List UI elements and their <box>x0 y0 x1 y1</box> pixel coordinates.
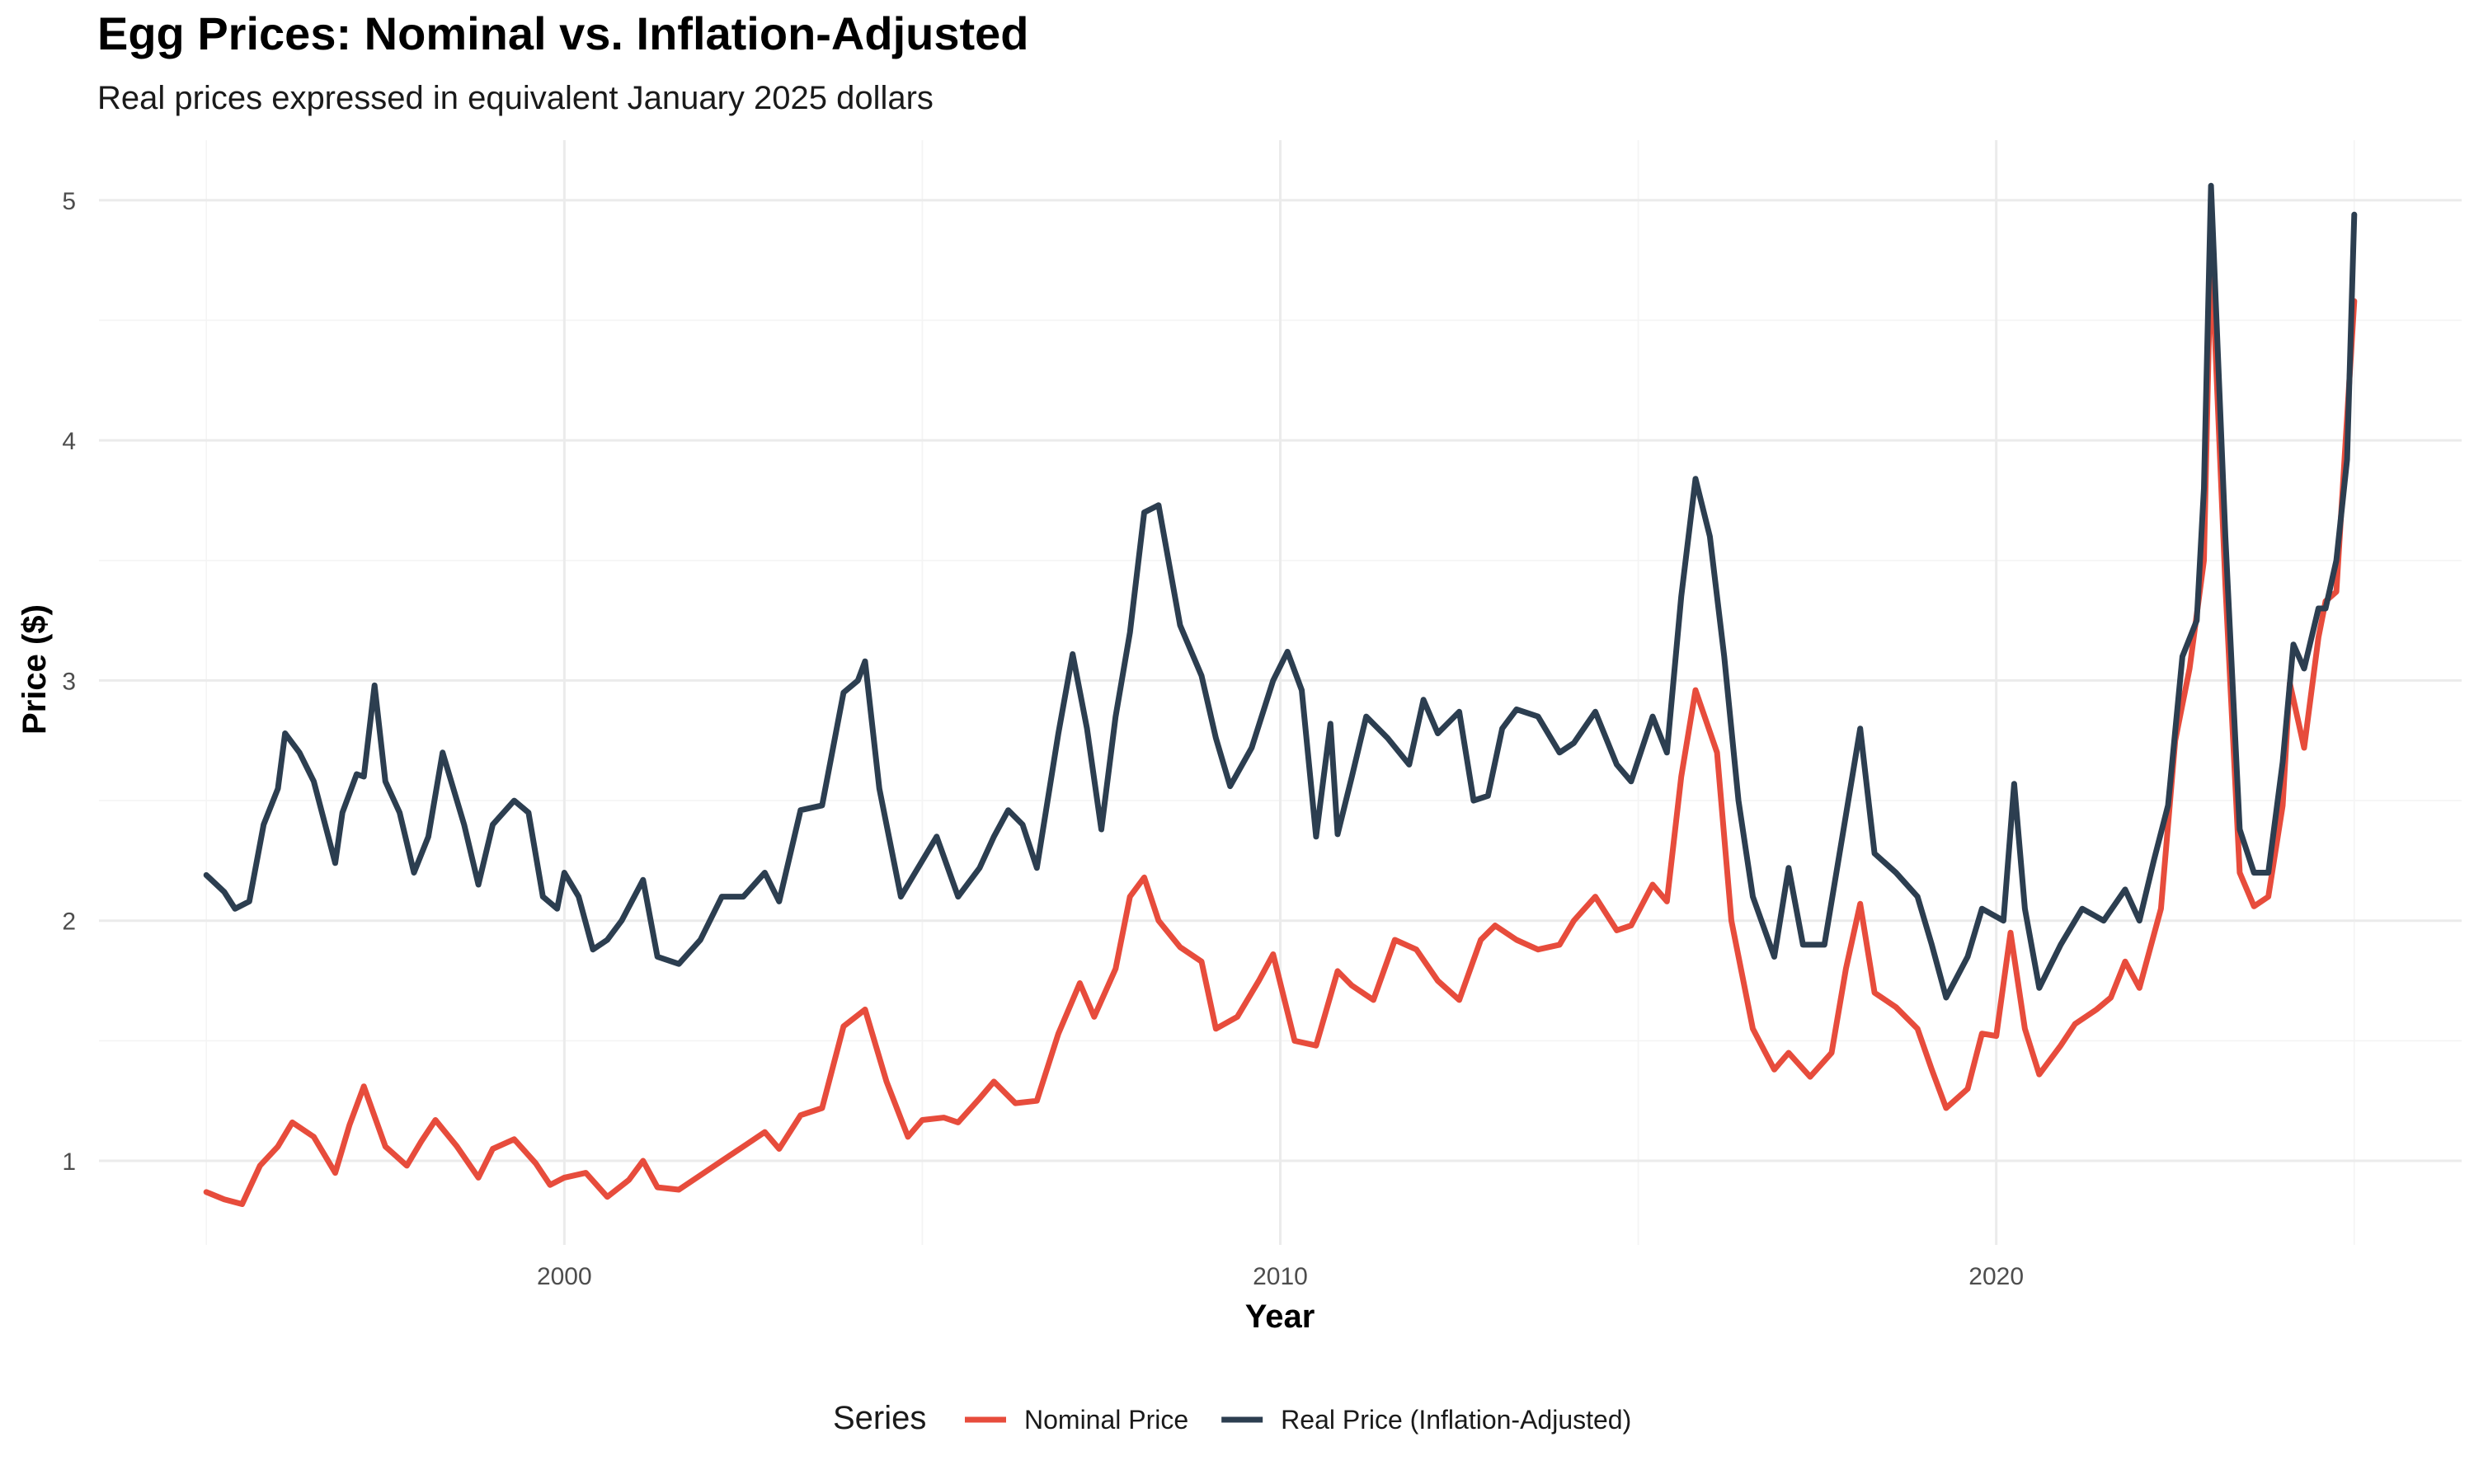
y-tick-label: 3 <box>62 668 76 695</box>
chart-subtitle: Real prices expressed in equivalent Janu… <box>97 80 934 116</box>
series-lines <box>203 182 2358 1207</box>
y-tick-label: 2 <box>62 909 76 936</box>
x-axis-ticks: 2000 2010 2020 <box>537 1263 2024 1290</box>
legend-items: Nominal Price Real Price (Inflation-Adjus… <box>965 1405 1631 1435</box>
real-price-line <box>203 182 2358 1001</box>
legend-label-real: Real Price (Inflation-Adjusted) <box>1281 1405 1631 1435</box>
x-tick-label: 2010 <box>1253 1263 1308 1290</box>
y-tick-label: 5 <box>62 188 76 215</box>
y-tick-label: 1 <box>62 1148 76 1176</box>
legend: Series Nominal Price Real Price (Inflatio… <box>833 1400 1631 1436</box>
chart-title: Egg Prices: Nominal vs. Inflation-Adjust… <box>97 7 1029 59</box>
nominal-price-line <box>203 240 2358 1207</box>
legend-title: Series <box>833 1400 926 1436</box>
y-axis-title: Price ($) <box>16 604 53 735</box>
y-tick-label: 4 <box>62 428 76 455</box>
x-tick-label: 2020 <box>1968 1263 2024 1290</box>
legend-label-nominal: Nominal Price <box>1024 1405 1188 1435</box>
x-tick-label: 2000 <box>537 1263 592 1290</box>
x-axis-title: Year <box>1245 1298 1315 1335</box>
grid <box>99 140 2462 1245</box>
y-axis-ticks: 1 2 3 4 5 <box>62 188 76 1176</box>
